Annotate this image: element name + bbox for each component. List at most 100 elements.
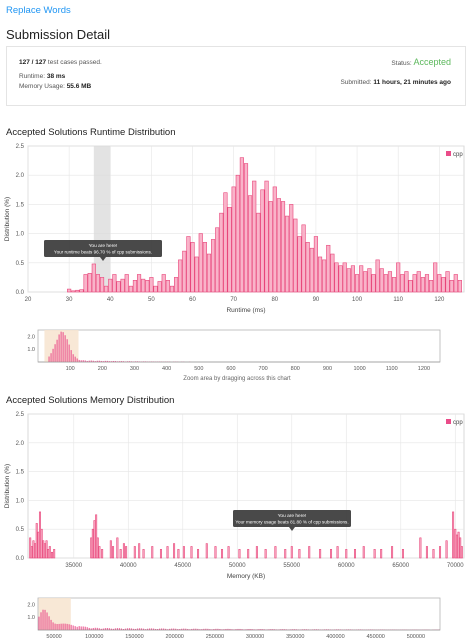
runtime-navigator-chart[interactable]: 100 200 300 400 500 600 700 800 900 1000 1100 1200 1… bbox=[0, 326, 474, 374]
navigator-bar bbox=[291, 629, 293, 630]
navigator-bar bbox=[191, 628, 193, 630]
navigator-bar bbox=[134, 361, 137, 362]
distribution-bar bbox=[354, 274, 360, 293]
navigator-y-tick: 1.0 bbox=[27, 347, 35, 353]
navigator-bar bbox=[245, 629, 247, 630]
distribution-bar bbox=[247, 549, 250, 559]
navigator-bar bbox=[116, 361, 118, 362]
distribution-bar bbox=[284, 549, 287, 559]
your-result-highlight bbox=[93, 146, 111, 292]
distribution-bar bbox=[165, 280, 170, 293]
navigator-x-tick: 400000 bbox=[326, 634, 344, 640]
navigator-bar bbox=[279, 629, 281, 630]
distribution-bar bbox=[112, 546, 115, 559]
distribution-bar bbox=[380, 549, 383, 559]
navigator-bar bbox=[120, 628, 123, 630]
memory-navigator-chart[interactable]: 50000 100000 150000 200000 250000 300000 35000… bbox=[0, 594, 474, 642]
distribution-bar bbox=[96, 537, 99, 559]
distribution-bar bbox=[34, 543, 37, 559]
navigator-bar bbox=[56, 624, 58, 630]
navigator-x-tick: 800 bbox=[291, 366, 300, 372]
distribution-bar bbox=[174, 277, 179, 293]
distribution-bar bbox=[412, 274, 417, 293]
navigator-bar bbox=[301, 629, 303, 630]
distribution-bar bbox=[416, 271, 421, 293]
navigator-bar bbox=[189, 629, 191, 630]
distribution-bar bbox=[190, 546, 193, 559]
distribution-bar bbox=[159, 549, 162, 559]
navigator-bar bbox=[84, 626, 86, 630]
x-tick-label: 110 bbox=[393, 297, 403, 303]
distribution-bar bbox=[322, 259, 327, 293]
navigator-bar bbox=[130, 628, 133, 630]
navigator-x-tick: 100000 bbox=[85, 634, 103, 640]
navigator-bar bbox=[128, 361, 131, 362]
navigator-bar bbox=[253, 629, 255, 630]
navigator-x-tick: 500 bbox=[194, 366, 203, 372]
distribution-bar bbox=[194, 256, 199, 293]
x-tick-label: 30 bbox=[66, 297, 73, 303]
navigator-bar bbox=[148, 628, 151, 630]
distribution-bar bbox=[186, 236, 191, 293]
navigator-bar bbox=[124, 628, 127, 630]
distribution-bar bbox=[50, 551, 53, 559]
navigator-bar bbox=[68, 344, 70, 362]
distribution-bar bbox=[272, 186, 277, 293]
navigator-x-tick: 150000 bbox=[125, 634, 143, 640]
navigator-bar bbox=[335, 629, 338, 630]
navigator-bar bbox=[181, 628, 183, 630]
navigator-bar bbox=[211, 629, 213, 630]
problem-link[interactable]: Replace Words bbox=[6, 5, 71, 16]
legend-swatch bbox=[446, 419, 451, 424]
memory-distribution-chart[interactable]: 35000 40000 45000 50000 55000 60000 65000 70000… bbox=[0, 408, 474, 586]
distribution-bar bbox=[108, 278, 113, 293]
navigator-bar bbox=[48, 356, 50, 362]
distribution-bar bbox=[425, 546, 428, 559]
navigator-bar bbox=[60, 331, 62, 362]
navigator-x-tick: 50000 bbox=[46, 634, 61, 640]
navigator-bar bbox=[134, 628, 137, 630]
navigator-bar bbox=[62, 332, 64, 362]
navigator-bar bbox=[72, 625, 74, 630]
navigator-bar bbox=[86, 360, 88, 362]
navigator-bar bbox=[183, 628, 185, 630]
navigator-bar bbox=[122, 361, 125, 362]
distribution-bar bbox=[452, 511, 455, 559]
runtime-distribution-chart[interactable]: 20 30 40 50 60 70 80 90 100 110 120 0.0 0.5 1.0 1.5 2.0… bbox=[0, 140, 474, 320]
navigator-bar bbox=[201, 629, 203, 630]
status-badge[interactable]: Accepted bbox=[413, 57, 451, 67]
x-tick-label: 120 bbox=[434, 297, 445, 303]
distribution-bar bbox=[404, 271, 409, 293]
navigator-bar bbox=[74, 626, 76, 630]
navigator-bar bbox=[88, 627, 90, 630]
y-tick-label: 1.5 bbox=[16, 202, 25, 208]
distribution-bar bbox=[38, 511, 41, 559]
navigator-bar bbox=[96, 360, 98, 362]
memory-label: Memory Usage: bbox=[19, 83, 65, 90]
x-tick-label: 90 bbox=[313, 297, 320, 303]
distribution-bar bbox=[151, 546, 154, 559]
distribution-bar bbox=[367, 268, 372, 293]
navigator-bar bbox=[263, 629, 265, 630]
distribution-bar bbox=[71, 290, 76, 293]
distribution-bar bbox=[371, 274, 376, 293]
distribution-bar bbox=[330, 549, 333, 559]
distribution-bar bbox=[93, 520, 96, 559]
distribution-bar bbox=[268, 201, 273, 293]
navigator-bar bbox=[203, 628, 205, 630]
navigator-bar bbox=[126, 361, 129, 362]
navigator-bar bbox=[225, 628, 227, 630]
tooltip-pointer bbox=[289, 527, 295, 531]
navigator-bar bbox=[108, 361, 110, 362]
navigator-bar bbox=[126, 628, 129, 630]
distribution-bar bbox=[42, 540, 45, 559]
navigator-bar bbox=[269, 629, 271, 630]
tooltip-line-1: You are here! bbox=[89, 243, 118, 249]
tooltip-box bbox=[44, 240, 162, 257]
navigator-bar bbox=[267, 629, 269, 630]
distribution-bar bbox=[141, 278, 146, 293]
navigator-x-tick: 200000 bbox=[166, 634, 184, 640]
navigator-bar bbox=[144, 629, 147, 630]
navigator-bar bbox=[259, 629, 261, 630]
distribution-bar bbox=[260, 189, 265, 293]
